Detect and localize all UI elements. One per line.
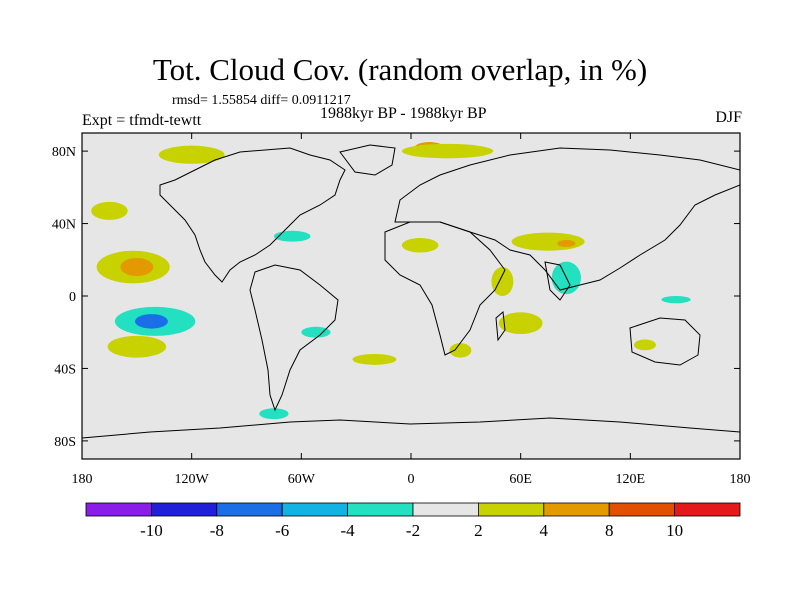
colorbar-swatch [347, 502, 414, 517]
anomaly-s-atl-negative [301, 326, 331, 338]
map-background [82, 133, 740, 459]
lat-tick-label: 40N [52, 218, 76, 233]
lon-tick-label: 60W [288, 472, 316, 487]
lon-tick-label: 180 [730, 472, 751, 487]
map-title: Tot. Cloud Cov. (random overlap, in %) [152, 52, 648, 87]
anomaly-arctic-positive-1 [158, 145, 225, 164]
period-label: 1988kyr BP - 1988kyr BP [320, 105, 487, 122]
colorbar-label: -4 [341, 521, 356, 540]
lat-tick-label: 40S [54, 362, 76, 377]
colorbar-label: 2 [474, 521, 483, 540]
anomaly-n-pacific-core [120, 257, 154, 277]
anomaly-s-ocean-positive [352, 353, 397, 365]
colorbar-swatch [281, 502, 349, 517]
colorbar: -10 -8 -6 -4 -2 2 4 8 10 [85, 502, 741, 540]
colorbar-label: -10 [140, 521, 163, 540]
colorbar-swatch [85, 502, 152, 517]
anomaly-indian-ocean-positive [498, 312, 543, 335]
lon-tick-label: 120W [175, 472, 210, 487]
anomaly-australia-positive [633, 339, 656, 351]
anomaly-s-ocean-negative [259, 408, 289, 420]
anomaly-e-africa-positive [491, 267, 514, 296]
anomaly-s-africa-positive [449, 343, 472, 358]
anomaly-sahara-positive [401, 238, 439, 253]
stats-text: rmsd= 1.55854 diff= 0.0911217 [172, 93, 351, 108]
colorbar-swatch [216, 502, 283, 517]
axis-ticks: 80N 40N 0 40S 80S 180 120W 60W 0 60E 120E 180 [52, 133, 751, 487]
anomaly-s-pacific-core [135, 314, 168, 329]
colorbar-label: 8 [605, 521, 614, 540]
colorbar-swatch [608, 502, 676, 517]
lon-tick-label: 0 [408, 472, 415, 487]
anomaly-s-pacific-positive [107, 335, 167, 358]
experiment-label: Expt = tfmdt-tewtt [82, 112, 202, 129]
colorbar-swatch [674, 502, 741, 517]
anomaly-mid-pacific-positive [91, 201, 128, 220]
anomaly-arabia-orange [557, 239, 576, 248]
colorbar-label: 10 [666, 521, 683, 540]
lat-tick-label: 80N [52, 145, 76, 160]
anomaly-w-pacific-negative [661, 296, 691, 304]
lon-tick-label: 120E [616, 472, 646, 487]
colorbar-label: -2 [406, 521, 420, 540]
coastlines [82, 144, 740, 439]
lon-tick-label: 60E [509, 472, 532, 487]
lat-tick-label: 80S [54, 435, 76, 450]
colorbar-label: -6 [275, 521, 289, 540]
colorbar-swatch [412, 502, 479, 517]
anomaly-arctic-positive-2 [401, 143, 494, 159]
colorbar-swatch [477, 502, 545, 517]
anomaly-regions [91, 142, 691, 420]
season-label: DJF [715, 109, 742, 126]
colorbar-swatch [543, 502, 610, 517]
anomaly-n-atl-negative [273, 230, 311, 242]
colorbar-swatch [150, 502, 218, 517]
lat-tick-label: 0 [69, 290, 76, 305]
colorbar-label: -8 [210, 521, 224, 540]
colorbar-label: 4 [540, 521, 549, 540]
lon-tick-label: 180 [72, 472, 93, 487]
